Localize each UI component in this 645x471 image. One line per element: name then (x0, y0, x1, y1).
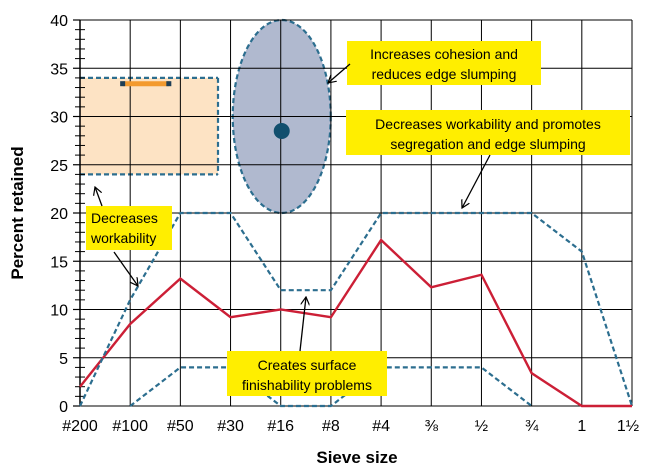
annotation-text: Creates surface (258, 357, 357, 373)
finishability-arrow (299, 297, 306, 352)
x-tick-label: 1 (577, 418, 586, 435)
y-tick-label: 15 (50, 254, 68, 271)
workability-arrow-up (95, 187, 103, 207)
x-tick-label: ⅜ (425, 418, 439, 435)
annotation-text: finishability problems (242, 377, 372, 393)
range-bar-left-cap (120, 81, 126, 87)
y-tick-label: 0 (59, 399, 68, 416)
y-tick-label: 35 (50, 61, 68, 78)
x-tick-label: #4 (372, 418, 390, 435)
x-tick-label: 1½ (617, 418, 639, 435)
y-tick-label: 25 (50, 158, 68, 175)
annotation-text: workability (90, 230, 156, 246)
y-axis-title: Percent retained (8, 146, 27, 279)
x-tick-label: ¾ (525, 418, 539, 435)
x-tick-label: #100 (112, 418, 148, 435)
annotation-box-finishability (227, 351, 387, 396)
y-tick-label: 10 (50, 303, 68, 320)
range-bar-right-cap (166, 81, 172, 87)
cohesion-arrow (328, 63, 351, 83)
annotation-box-workability (86, 206, 172, 250)
x-tick-label: ½ (475, 418, 488, 435)
annotation-text: Increases cohesion and (370, 46, 518, 62)
x-tick-label: #200 (62, 418, 98, 435)
x-tick-label: #8 (322, 418, 340, 435)
annotation-box-segregation (346, 110, 630, 155)
fine-range-box (80, 77, 218, 175)
annotations: Increases cohesion and reduces edge slump… (86, 41, 630, 396)
annotation-text: Decreases (91, 210, 158, 226)
x-tick-label: #50 (167, 418, 194, 435)
series-lower-limit (129, 366, 533, 408)
workability-arrow-down (113, 251, 138, 286)
markers (120, 81, 290, 139)
annotation-text: Decreases workability and promotes (375, 116, 601, 132)
x-axis-title: Sieve size (316, 448, 397, 467)
annotation-box-cohesion (347, 41, 541, 85)
y-tick-label: 30 (50, 110, 68, 127)
x-tick-label: #30 (217, 418, 244, 435)
annotation-text: segregation and edge slumping (390, 136, 585, 152)
x-tick-label: #16 (267, 418, 294, 435)
y-tick-label: 5 (59, 351, 68, 368)
series-gradation (79, 238, 632, 408)
ellipse-center-marker (273, 122, 290, 139)
annotation-text: reduces edge slumping (372, 66, 517, 82)
y-tick-label: 20 (50, 206, 68, 223)
y-tick-label: 40 (50, 13, 68, 30)
segregation-arrow (462, 154, 491, 208)
axes: 0 5 10 15 20 25 30 35 40 #200 #100 #50 #30 #16 #8 #4 ⅜ ½ ¾… (8, 13, 639, 467)
